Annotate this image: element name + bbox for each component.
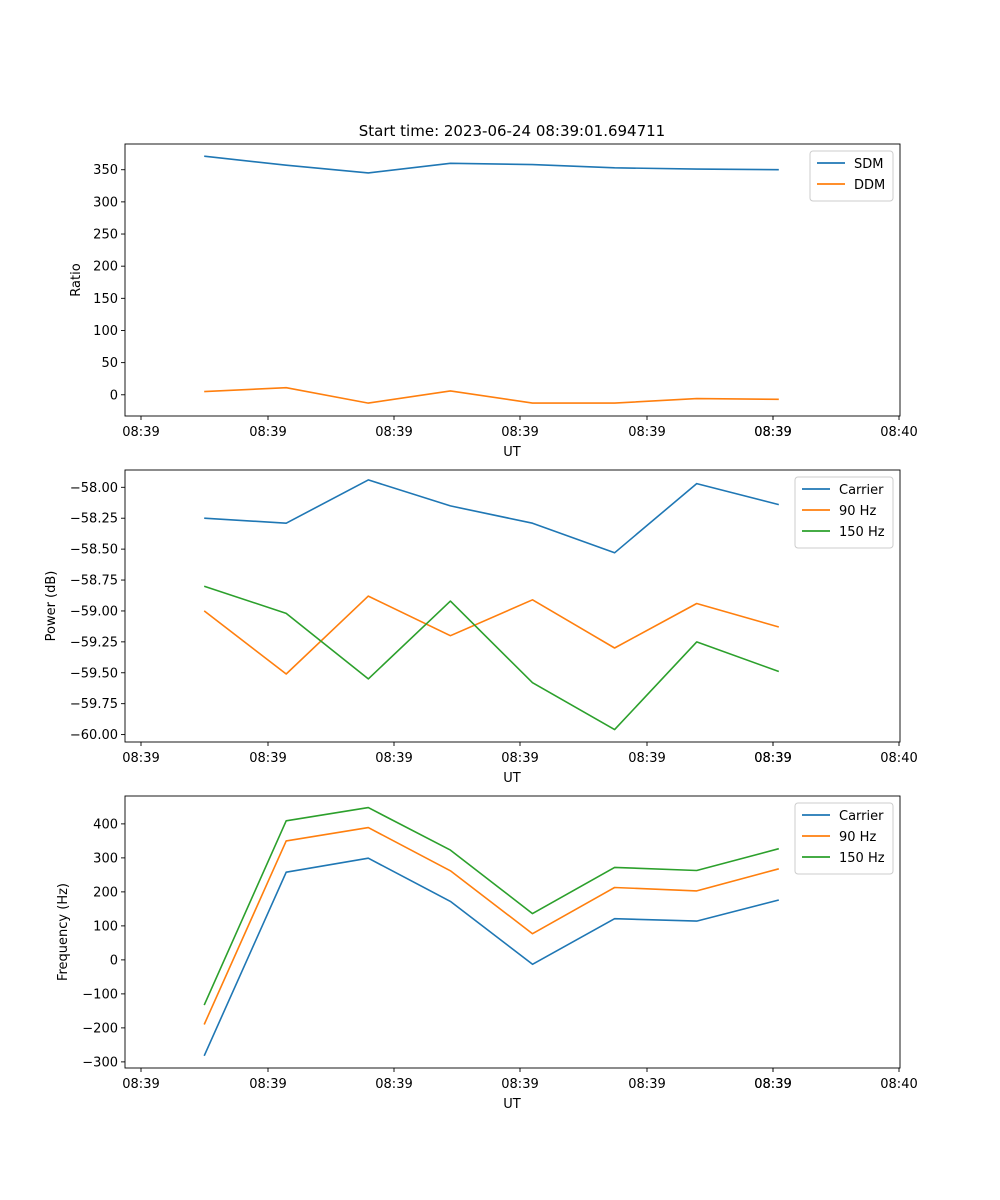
axes-frame <box>124 795 901 1069</box>
y-tick-label: 300 <box>93 195 118 210</box>
x-tick-label: 08:39 <box>628 751 665 766</box>
x-axis-label: UT <box>503 771 521 786</box>
x-tick-label: 08:39 <box>754 1077 791 1092</box>
y-tick-label: 50 <box>101 356 118 371</box>
legend-label: 150 Hz <box>839 525 885 540</box>
y-tick-label: −59.50 <box>70 666 118 681</box>
series-line-DDM <box>204 386 779 404</box>
series-line-Carrier <box>204 479 779 554</box>
y-tick-label: −300 <box>82 1055 118 1070</box>
y-tick-label: 400 <box>93 817 118 832</box>
y-tick-label: 300 <box>93 851 118 866</box>
x-tick-label: 08:40 <box>880 751 917 766</box>
x-axis-label: UT <box>503 1097 521 1112</box>
y-tick-label: −58.00 <box>70 481 118 496</box>
x-tick-label: 08:39 <box>249 1077 286 1092</box>
x-tick-label: 08:39 <box>754 751 791 766</box>
y-tick-label: −58.50 <box>70 543 118 558</box>
x-tick-label: 08:39 <box>501 751 538 766</box>
x-tick-label: 08:39 <box>628 425 665 440</box>
x-tick-label: 08:39 <box>122 1077 159 1092</box>
axes-frame <box>124 143 901 417</box>
series-line-150 Hz <box>203 806 780 1006</box>
x-tick-label: 08:39 <box>375 425 412 440</box>
x-tick-label: 08:40 <box>880 425 917 440</box>
series-line-Carrier <box>203 857 779 1057</box>
y-tick-label: −59.75 <box>70 697 118 712</box>
figure-title: Start time: 2023-06-24 08:39:01.694711 <box>359 122 665 140</box>
legend-label: Carrier <box>839 809 884 824</box>
y-tick-label: 350 <box>93 163 118 178</box>
axes-frame <box>124 469 901 743</box>
x-tick-label: 08:39 <box>754 425 791 440</box>
x-tick-label: 08:39 <box>249 751 286 766</box>
y-tick-label: −200 <box>82 1021 118 1036</box>
y-axis-label: Ratio <box>69 263 84 296</box>
y-tick-label: 0 <box>110 388 118 403</box>
x-tick-label: 08:39 <box>754 751 791 766</box>
x-tick-label: 08:39 <box>754 1077 791 1092</box>
y-axis-label: Frequency (Hz) <box>56 883 71 981</box>
x-tick-label: 08:39 <box>754 425 791 440</box>
x-tick-label: 08:40 <box>880 1077 917 1092</box>
y-tick-label: −100 <box>82 987 118 1002</box>
series-line-90 Hz <box>203 595 780 675</box>
y-tick-label: 150 <box>93 292 118 307</box>
y-tick-label: 0 <box>110 953 118 968</box>
y-tick-label: −58.75 <box>70 574 118 589</box>
y-tick-label: 100 <box>93 919 118 934</box>
legend-label: DDM <box>854 178 885 193</box>
series-line-SDM <box>204 155 779 174</box>
y-tick-label: −59.00 <box>70 604 118 619</box>
legend-label: 90 Hz <box>839 504 876 519</box>
series-line-90 Hz <box>203 826 780 1025</box>
legend-label: SDM <box>854 157 883 172</box>
x-tick-label: 08:39 <box>501 1077 538 1092</box>
y-tick-label: −58.25 <box>70 512 118 527</box>
chart-panels: 08:39 08:39 08:39 08:39 08:39 08:39 08:39 08:40… <box>44 143 918 1112</box>
y-tick-label: −59.25 <box>70 635 118 650</box>
y-tick-label: −60.00 <box>70 728 118 743</box>
legend-label: 150 Hz <box>839 851 885 866</box>
x-axis-label: UT <box>503 445 521 460</box>
x-tick-label: 08:39 <box>122 425 159 440</box>
x-tick-label: 08:39 <box>249 425 286 440</box>
y-tick-label: 100 <box>93 324 118 339</box>
x-tick-label: 08:39 <box>628 1077 665 1092</box>
y-tick-label: 200 <box>93 260 118 275</box>
y-tick-label: 200 <box>93 885 118 900</box>
legend-label: Carrier <box>839 483 884 498</box>
y-tick-label: 250 <box>93 228 118 243</box>
legend-label: 90 Hz <box>839 830 876 845</box>
x-tick-label: 08:39 <box>501 425 538 440</box>
series-line-150 Hz <box>203 585 780 731</box>
x-tick-label: 08:39 <box>122 751 159 766</box>
y-axis-label: Power (dB) <box>44 571 59 642</box>
x-tick-label: 08:39 <box>375 1077 412 1092</box>
x-tick-label: 08:39 <box>375 751 412 766</box>
